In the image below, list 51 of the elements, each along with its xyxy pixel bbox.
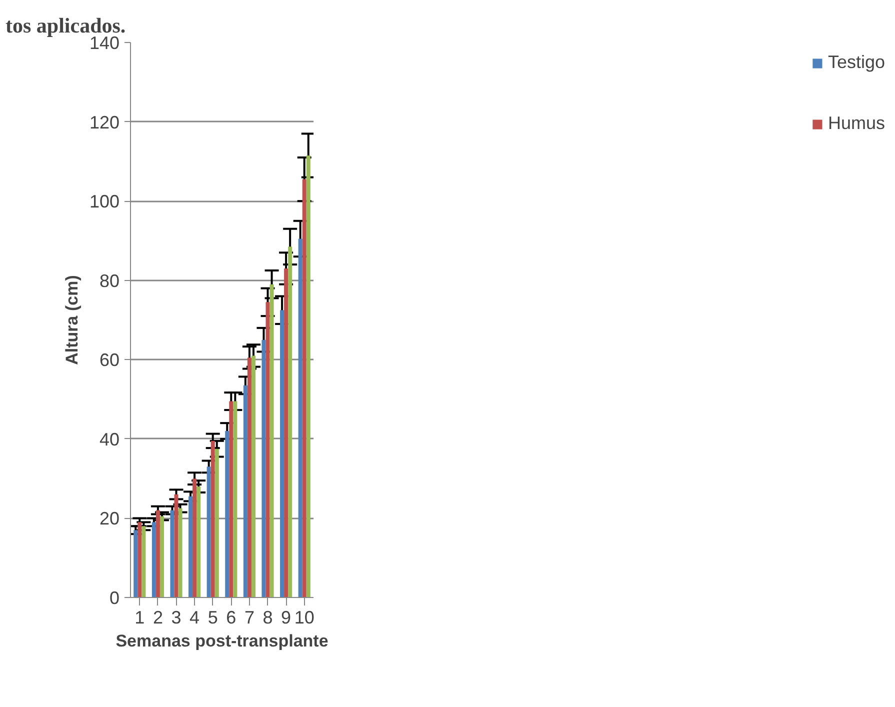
x-tick-label: 10 bbox=[294, 608, 314, 628]
y-tick-label: 120 bbox=[89, 112, 120, 132]
bar bbox=[160, 516, 164, 598]
x-tick-label: 3 bbox=[171, 608, 182, 628]
x-tick-label: 1 bbox=[134, 608, 145, 628]
bar bbox=[302, 179, 306, 598]
y-tick-label: 100 bbox=[89, 192, 120, 212]
x-tick-label: 7 bbox=[244, 608, 254, 628]
bar bbox=[134, 530, 138, 598]
bar bbox=[288, 246, 292, 598]
bar bbox=[156, 510, 160, 598]
x-tick-label: 4 bbox=[190, 608, 200, 628]
bar bbox=[206, 466, 211, 598]
y-tick-label: 20 bbox=[99, 508, 120, 529]
bar bbox=[306, 155, 310, 598]
y-tick-label: 0 bbox=[109, 588, 120, 608]
y-tick-label: 80 bbox=[99, 270, 120, 291]
bar bbox=[174, 494, 178, 598]
bar bbox=[251, 356, 256, 598]
bar bbox=[138, 522, 142, 598]
x-tick-label: 9 bbox=[281, 608, 292, 628]
bar bbox=[262, 340, 266, 598]
bar bbox=[188, 496, 193, 598]
bar bbox=[225, 431, 230, 598]
bar bbox=[170, 510, 174, 598]
x-tick-label: 8 bbox=[262, 608, 273, 628]
bar bbox=[280, 310, 284, 598]
bar bbox=[298, 238, 302, 598]
legend-label: Testigo bbox=[828, 52, 885, 73]
bar bbox=[178, 508, 182, 598]
x-tick-label: 5 bbox=[208, 608, 218, 628]
x-tick-label: 6 bbox=[226, 608, 236, 628]
bar bbox=[270, 284, 274, 598]
bar bbox=[214, 448, 219, 598]
y-tick-label: 60 bbox=[99, 350, 120, 370]
bar bbox=[192, 478, 197, 598]
y-tick-label: 40 bbox=[99, 429, 120, 450]
bar bbox=[247, 358, 252, 598]
bar bbox=[210, 440, 215, 598]
bar bbox=[152, 522, 156, 598]
bar bbox=[243, 385, 248, 598]
bar bbox=[196, 486, 201, 598]
x-axis-title: Semanas post-transplante bbox=[116, 632, 328, 650]
bar bbox=[142, 526, 146, 598]
bar bbox=[233, 401, 238, 598]
bar bbox=[229, 401, 234, 598]
legend-label: Humus bbox=[828, 113, 885, 134]
y-axis-title: Altura (cm) bbox=[62, 275, 82, 365]
bar bbox=[266, 302, 270, 598]
x-tick-label: 2 bbox=[152, 608, 163, 628]
bar bbox=[284, 268, 288, 598]
